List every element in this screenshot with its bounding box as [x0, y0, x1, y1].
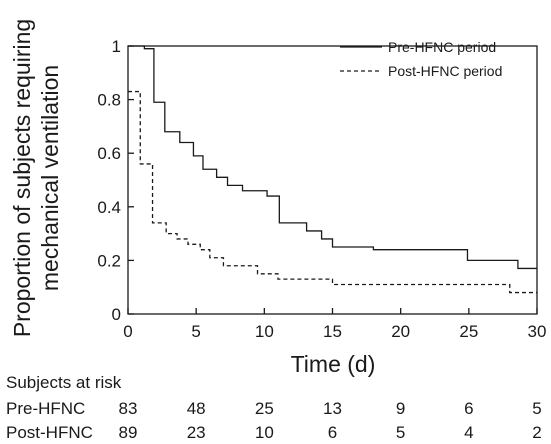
risk-value: 5 [532, 399, 542, 418]
risk-row-label-post: Post-HFNC [6, 423, 93, 442]
y-axis-title-line2: mechanical ventilation [37, 65, 63, 291]
risk-value: 48 [186, 399, 206, 418]
x-axis-title: Time (d) [291, 351, 376, 377]
legend-label: Post-HFNC period [388, 63, 502, 79]
legend-label: Pre-HFNC period [388, 39, 496, 55]
series-layer [128, 45, 537, 294]
x-tick-label: 30 [528, 322, 547, 341]
risk-row-label-pre: Pre-HFNC [6, 399, 86, 418]
plot-frame [127, 45, 538, 315]
x-tick-label: 0 [123, 322, 132, 341]
risk-value: 2 [532, 423, 542, 442]
risk-value: 23 [186, 423, 206, 442]
risk-value: 89 [118, 423, 138, 442]
y-tick-label: 0 [112, 305, 121, 324]
risk-value: 25 [254, 399, 274, 418]
x-tick-label: 10 [255, 322, 274, 341]
x-tick-label: 25 [459, 322, 478, 341]
x-tick-label: 5 [191, 322, 200, 341]
series-line-pre-hfnc [128, 45, 537, 270]
risk-value: 5 [395, 423, 406, 442]
risk-table-title: Subjects at risk [6, 373, 122, 392]
x-tick-label: 15 [323, 322, 342, 341]
x-tick-label: 20 [391, 322, 410, 341]
y-axis-title: Proportion of subjects requiring mechani… [9, 19, 63, 337]
risk-value: 6 [327, 423, 338, 442]
series-line-post-hfnc [128, 90, 537, 294]
y-tick-label: 0.6 [97, 144, 121, 163]
risk-value: 10 [254, 423, 274, 442]
y-tick-label: 1 [112, 37, 121, 56]
risk-value: 13 [323, 399, 342, 418]
risk-value: 9 [395, 399, 406, 418]
axes: 00.20.40.60.810 5 10 15 20 25 30 [97, 37, 546, 341]
risk-value: 4 [464, 423, 474, 442]
y-axis-title-line1: Proportion of subjects requiring [9, 19, 35, 337]
risk-value: 83 [118, 399, 138, 418]
legend: Pre-HFNC period Post-HFNC period [340, 39, 502, 79]
risk-value: 6 [464, 399, 474, 418]
y-tick-label: 0.2 [97, 251, 121, 270]
y-tick-label: 0.8 [97, 91, 121, 110]
y-tick-label: 0.4 [97, 198, 121, 217]
